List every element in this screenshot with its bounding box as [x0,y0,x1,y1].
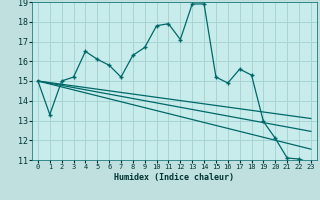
X-axis label: Humidex (Indice chaleur): Humidex (Indice chaleur) [115,173,234,182]
